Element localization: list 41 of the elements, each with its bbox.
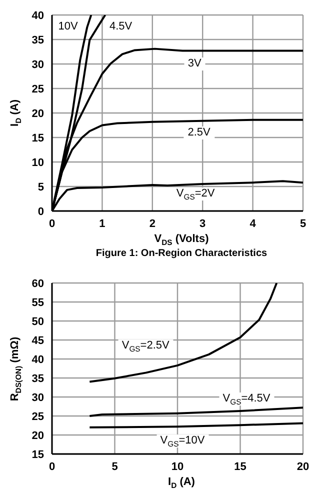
y-tick-label: 5	[38, 181, 44, 194]
x-tick-label: 20	[296, 460, 310, 473]
y-tick-label: 15	[32, 132, 44, 144]
series-label: V$_{GS}$=4.5V	[218, 392, 274, 406]
x-axis-title: I$_{D}$ (A)	[167, 475, 196, 490]
series-label: 4.5V	[105, 20, 136, 34]
y-tick-label: 40	[32, 10, 44, 22]
x-tick-label: 0	[48, 218, 56, 230]
x-tick-label: 4	[250, 218, 257, 230]
y-tick-label: 35	[32, 372, 44, 385]
x-tick-label: 3	[200, 218, 206, 230]
series-label: V$_{GS}$=10V	[156, 434, 209, 448]
y-tick-label: 0	[38, 206, 44, 218]
x-tick-label: 5	[112, 460, 118, 473]
y-tick-label: 35	[32, 34, 44, 46]
y-tick-label: 50	[32, 316, 44, 328]
y-tick-label: 25	[32, 83, 44, 96]
y-tick-label: 20	[32, 108, 44, 120]
x-tick-label: 0	[48, 460, 56, 473]
x-tick-label: 10	[171, 460, 184, 473]
series-label: 2.5V	[184, 126, 214, 140]
y-tick-label: 10	[32, 156, 44, 169]
series-label: 3V	[184, 58, 206, 71]
x-tick-label: 2	[149, 218, 156, 230]
y-tick-label: 40	[32, 354, 44, 366]
text: Figure 1: On-Region Characteristics	[94, 247, 268, 261]
series-label: V$_{GS}$=2.5V	[118, 340, 174, 354]
y-tick-label: 55	[32, 296, 44, 309]
y-tick-label: 20	[32, 430, 44, 442]
x-axis-title: V$_{DS}$ (Volts)	[153, 232, 210, 248]
x-tick-label: 15	[234, 460, 246, 473]
x-tick-label: 1	[99, 218, 106, 230]
y-tick-label: 45	[32, 334, 44, 347]
y-tick-label: 30	[32, 392, 44, 404]
series-label: 10V	[54, 20, 82, 34]
y-tick-label: 25	[32, 410, 44, 423]
y-tick-label: 15	[32, 448, 44, 461]
y-tick-label: 30	[32, 58, 44, 71]
series-label: V$_{GS}$=2V	[172, 187, 219, 202]
x-tick-label: 5	[300, 218, 306, 230]
y-tick-label: 60	[32, 278, 44, 290]
